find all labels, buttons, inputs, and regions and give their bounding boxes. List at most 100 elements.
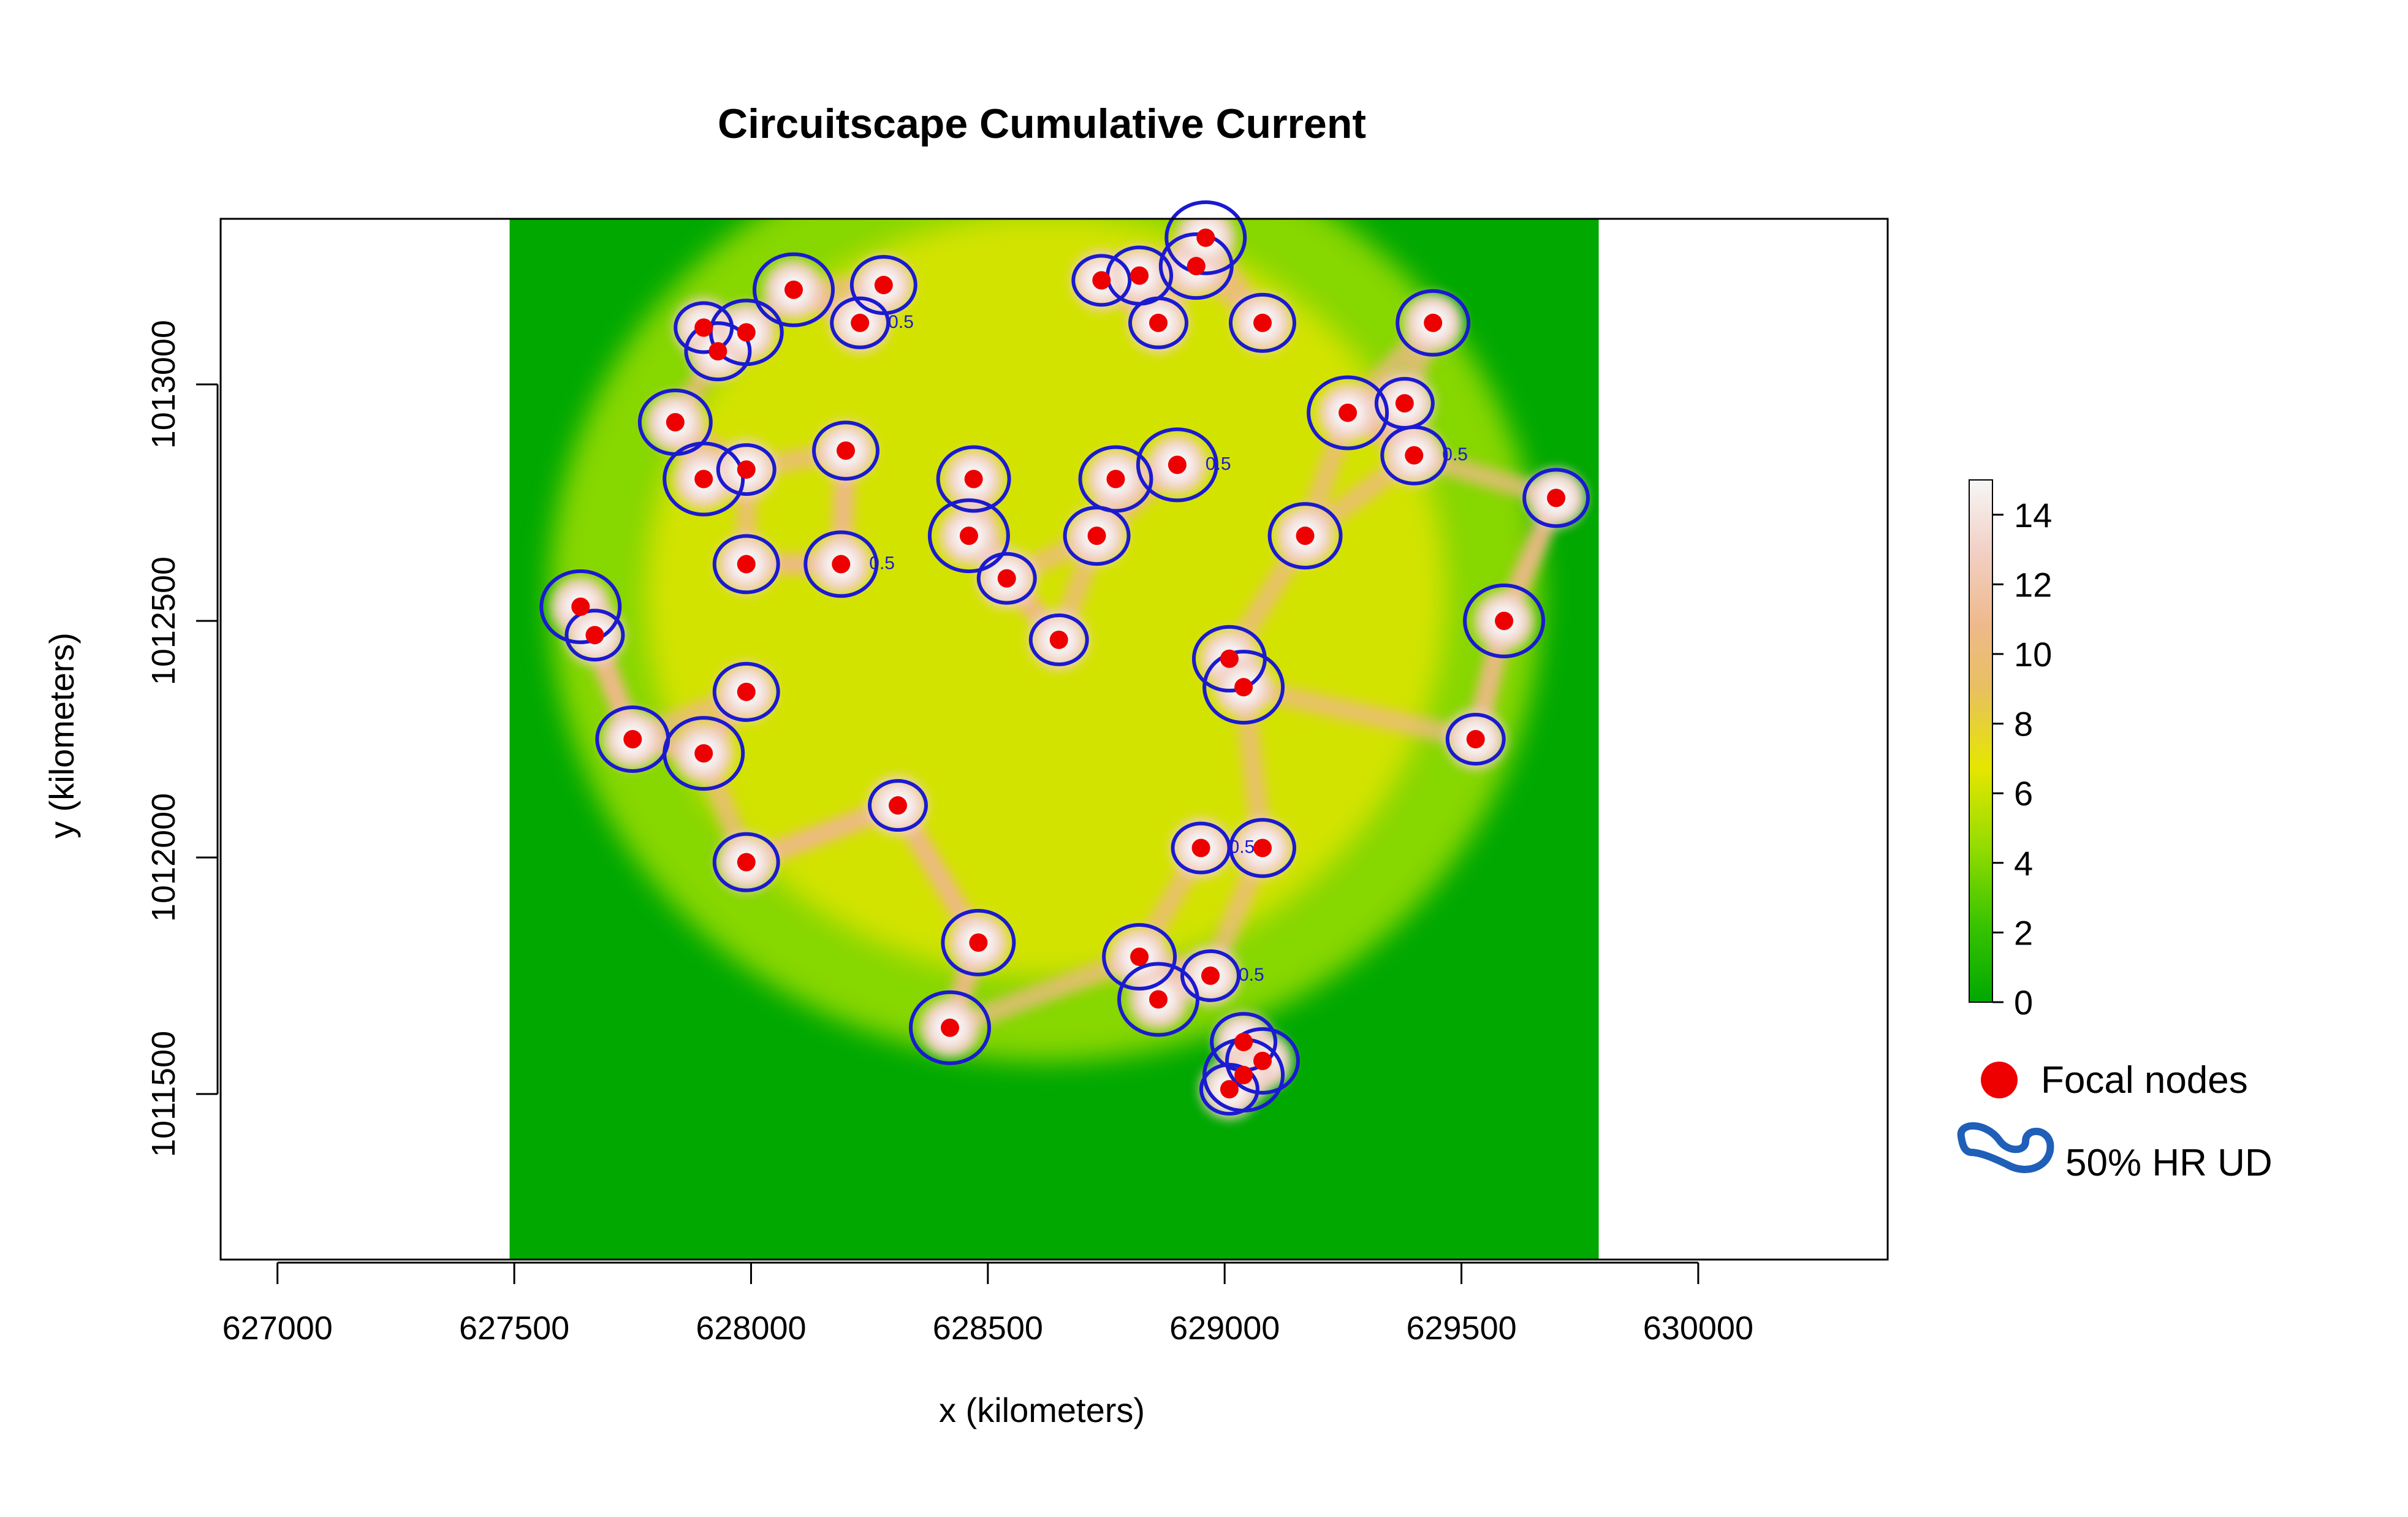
focal-node [737,853,756,872]
x-tick-label: 627500 [459,1310,569,1347]
focal-node [1339,403,1358,422]
focal-node [964,470,983,489]
hr-ud-contour [1199,1063,1259,1116]
hr-ud-contour [812,420,879,481]
focal-nodes [571,228,1566,1099]
x-tick-label: 628000 [696,1310,806,1347]
focal-node [1149,313,1168,332]
focal-node [708,342,727,361]
focal-node [941,1018,959,1037]
legend-contour-swatch [1957,1122,2054,1173]
focal-node [1106,470,1125,489]
x-tick-label: 630000 [1643,1310,1753,1347]
hr-ud-contour [1180,949,1240,1002]
hr-ud-contour [1380,425,1448,485]
hr-ud-contour [712,534,780,595]
colorbar-tick-label: 10 [2014,635,2052,674]
colorbar-tick-label: 2 [2014,913,2033,952]
hr-ud-contour [1102,923,1177,991]
focal-node [1253,313,1272,332]
focal-node [832,555,851,574]
x-axis: 627000 627500 628000 628500 629000 629500 6300… [222,1261,1753,1347]
hr-ud-contour [1028,613,1089,666]
focal-node [1405,446,1424,465]
hr-ud-contour [663,716,745,791]
focal-node [1087,527,1106,546]
y-tick-label: 1011500 [145,1031,182,1157]
focal-node [1049,630,1068,649]
colorbar-gradient [1969,479,1993,1003]
focal-node [1547,489,1566,508]
legend: Focal nodes 50% HR UD [1957,1059,2273,1184]
hr-ud-contour [1071,254,1132,307]
hr-ud-contour [663,441,745,517]
focal-node [784,280,803,299]
focal-node [1092,271,1111,290]
focal-node [571,597,590,616]
focal-node [874,276,893,295]
hr-ud-contour [1307,375,1389,451]
focal-node [1130,948,1149,967]
y-tick-label: 1012500 [145,557,182,685]
focal-node [851,313,870,332]
focal-node [1234,1065,1253,1084]
y-axis-label: y (kilometers) [42,633,81,838]
hr-ud-contour [909,990,991,1065]
focal-node [889,796,907,815]
focal-node [1495,612,1514,631]
hr-ud-contour [849,255,917,316]
hr-ud-contour [941,908,1016,976]
contour-label: 0.5 [1239,965,1264,985]
focal-node [694,744,713,763]
hr-ud-contour [1136,427,1218,503]
hr-ud-contour [712,832,780,892]
focal-node [1253,1051,1272,1070]
focal-node [837,441,855,460]
hr-ud-contour [976,552,1037,605]
focal-node [737,682,756,701]
focal-node [694,470,713,489]
hr-ud-contour [803,530,879,598]
hr-ud-contour [936,445,1011,513]
colorbar-tick-label: 8 [2014,705,2033,743]
hr-ud-contour [1229,818,1296,878]
current-glow [549,219,1542,1062]
x-tick-label: 628500 [933,1310,1043,1347]
legend-node-swatch [1981,1062,2018,1098]
hr-ud-contour [1128,296,1188,349]
focal-node [1220,649,1239,668]
hr-ud-contour [830,296,891,349]
hr-ud-contour [1463,584,1546,659]
y-tick-label: 1012000 [145,793,182,922]
contour-label: 0.5 [869,553,895,573]
hr-ud-contour [716,443,777,496]
hr-ud-contour [1164,200,1247,275]
hr-ud-contour [1229,292,1296,353]
focal-node [997,569,1016,588]
focal-node [1296,527,1315,546]
colorbar-tick-label: 12 [2014,565,2052,604]
hr-ud-contour [1267,502,1343,570]
colorbar-tick-label: 6 [2014,774,2033,813]
focal-node [959,527,978,546]
focal-node [1466,730,1485,748]
focal-node [1196,228,1215,247]
colorbar-tick-label: 0 [2014,983,2033,1022]
contour-label: 0.5 [1229,837,1255,857]
x-tick-label: 629000 [1169,1310,1280,1347]
legend-label-focal-nodes: Focal nodes [2041,1059,2248,1101]
hr-ud-contour [1396,289,1471,357]
focal-node [666,413,685,432]
focal-node [737,460,756,479]
focal-node [1220,1080,1239,1099]
y-axis: 1011500 1012000 1012500 1013000 [145,320,219,1157]
focal-node [1234,678,1253,697]
focal-node [1395,394,1414,413]
contour-label: 0.5 [888,312,914,332]
focal-node [585,626,604,645]
hr-ud-contours: 0.5 0.5 0.5 0.5 0.5 0.5 [539,200,1590,1116]
plot-frame [219,218,1889,1261]
x-tick-label: 627000 [222,1310,333,1347]
hr-ud-contour [1225,1027,1300,1095]
